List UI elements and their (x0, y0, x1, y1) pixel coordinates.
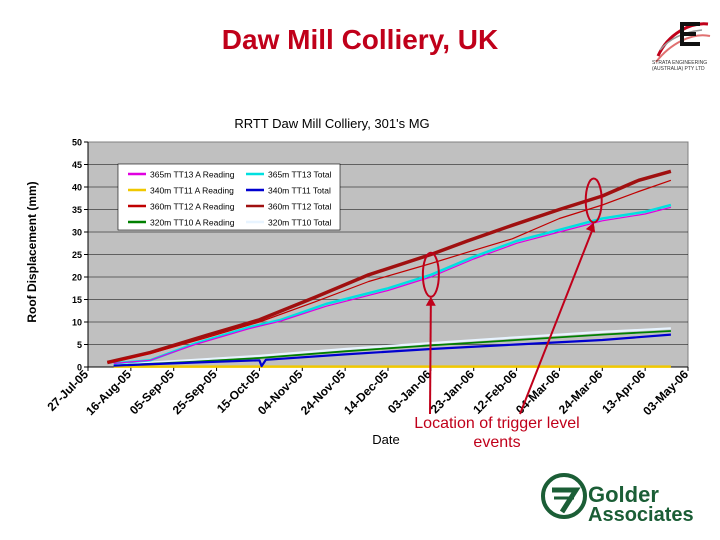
x-tick-label: 24-Mar-06 (556, 367, 606, 417)
strata-logo-icon (655, 22, 711, 63)
golder-logo-icon (541, 473, 587, 519)
x-tick-label: 23-Jan-06 (428, 367, 477, 416)
legend-box (117, 163, 341, 231)
x-tick-label: 24-Nov-05 (298, 367, 349, 418)
legend-label: 340m TT11 Total (268, 186, 331, 196)
y-tick-label: 25 (72, 250, 82, 260)
series-line-1 (113, 203, 672, 365)
x-tick-label: 04-Nov-05 (255, 367, 306, 418)
trigger-arrowhead (585, 222, 596, 233)
legend-label: 360m TT12 Total (268, 202, 332, 212)
x-tick-label: 12-Feb-06 (470, 367, 520, 417)
y-tick-label: 40 (72, 183, 82, 193)
legend-label: 320m TT10 Total (268, 218, 332, 228)
strata-logo-text: STRATA ENGINEERING (AUSTRALIA) PTY LTD (652, 60, 708, 72)
x-tick-label: 16-Aug-05 (83, 367, 134, 418)
legend-label: 365m TT13 Total (268, 170, 332, 180)
series-line-3 (113, 333, 671, 368)
x-tick-label: 14-Dec-05 (341, 367, 391, 417)
chart-title: RRTT Daw Mill Colliery, 301's MG (234, 116, 429, 131)
series-line-6 (113, 330, 671, 367)
series-line-7 (113, 327, 671, 366)
y-tick-label: 0 (77, 363, 82, 373)
y-tick-label: 50 (72, 138, 82, 148)
slide-title: Daw Mill Colliery, UK (221, 24, 499, 55)
y-axis-label: Roof Displacement (mm) (25, 181, 39, 322)
legend-label: 340m TT11 A Reading (150, 186, 234, 196)
y-tick-label: 15 (72, 295, 82, 305)
y-tick-label: 35 (72, 205, 82, 215)
x-tick-label: 03-Jan-06 (385, 367, 434, 416)
y-tick-label: 5 (77, 340, 82, 350)
x-tick-label: 25-Sep-05 (170, 367, 220, 417)
trigger-callout-label: Location of trigger level events (414, 415, 580, 451)
y-tick-label: 30 (72, 228, 82, 238)
y-tick-label: 20 (72, 273, 82, 283)
golder-name-line1: Golder (588, 482, 659, 507)
trigger-arrowhead (425, 296, 436, 306)
x-axis-label: Date (372, 432, 399, 447)
y-tick-label: 45 (72, 160, 82, 170)
trigger-arrow (519, 226, 595, 415)
x-tick-label: 04-Mar-06 (513, 367, 563, 417)
golder-name-line2: Associates (588, 504, 694, 526)
x-tick-label: 03-May-06 (640, 367, 691, 418)
legend-label: 360m TT12 A Reading (150, 202, 235, 212)
y-tick-label: 10 (72, 318, 82, 328)
legend-label: 320m TT10 A Reading (150, 218, 235, 228)
legend-label: 365m TT13 A Reading (150, 170, 235, 180)
x-tick-label: 05-Sep-05 (127, 367, 177, 417)
trigger-arrow (429, 300, 432, 415)
